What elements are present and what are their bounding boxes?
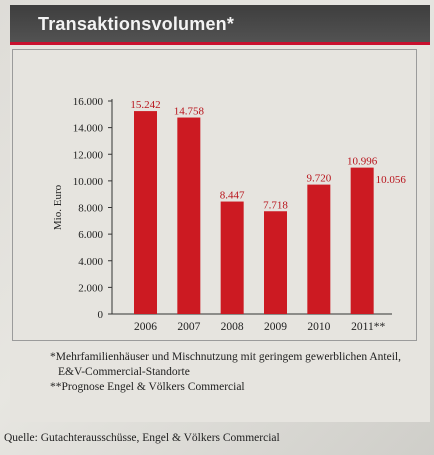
bar-value-label: 8.447 bbox=[220, 190, 245, 202]
x-tick-label: 2006 bbox=[134, 321, 157, 333]
footnotes: *Mehrfamilienhäuser und Mischnutzung mit… bbox=[50, 350, 420, 395]
footnote-1: *Mehrfamilienhäuser und Mischnutzung mit… bbox=[50, 350, 420, 365]
y-tick-label: 6.000 bbox=[78, 229, 103, 241]
y-tick-label: 16.000 bbox=[73, 96, 104, 108]
footnote-1-cont: E&V-Commercial-Standorte bbox=[50, 365, 420, 380]
x-tick-label: 2011** bbox=[351, 321, 385, 333]
source-note: Quelle: Gutachterausschüsse, Engel & Völ… bbox=[4, 432, 280, 444]
y-tick-label: 12.000 bbox=[73, 149, 104, 161]
x-tick-label: 2007 bbox=[177, 321, 200, 333]
bar-value-label: 10.996 bbox=[347, 156, 378, 168]
bar-2008 bbox=[221, 202, 244, 314]
bar-2009 bbox=[264, 211, 287, 314]
y-tick-label: 8.000 bbox=[78, 203, 103, 215]
x-tick-label: 2008 bbox=[221, 321, 244, 333]
bar-secondary-label: 10.056 bbox=[376, 174, 407, 186]
bar-value-label: 15.242 bbox=[130, 99, 160, 111]
bar-value-label: 9.720 bbox=[306, 173, 331, 185]
bar-2010 bbox=[307, 185, 330, 314]
y-tick-label: 14.000 bbox=[73, 123, 104, 135]
bar-2007 bbox=[177, 118, 200, 314]
x-tick-label: 2010 bbox=[307, 321, 330, 333]
y-tick-label: 0 bbox=[98, 309, 104, 321]
bar-value-label: 14.758 bbox=[174, 106, 205, 118]
footnote-2: **Prognose Engel & Völkers Commercial bbox=[50, 380, 420, 395]
bar-2006 bbox=[134, 111, 157, 314]
y-tick-label: 10.000 bbox=[73, 176, 104, 188]
y-tick-label: 4.000 bbox=[78, 256, 103, 268]
y-tick-label: 2.000 bbox=[78, 282, 103, 294]
bar-2011** bbox=[351, 168, 374, 314]
y-axis-label: Mio. Euro bbox=[52, 184, 64, 230]
x-tick-label: 2009 bbox=[264, 321, 287, 333]
bar-value-label: 7.718 bbox=[263, 199, 288, 211]
